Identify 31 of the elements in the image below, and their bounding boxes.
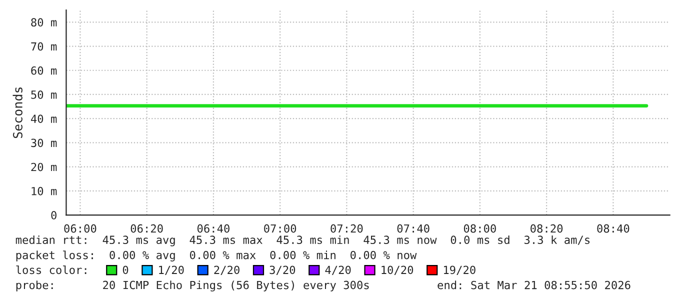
y-tick-label: 40 m (30, 114, 57, 123)
y-tick-label: 20 m (31, 162, 57, 172)
y-tick-label: 60 m (31, 66, 57, 75)
y-tick-label: 50 m (31, 90, 57, 99)
x-tick-label: 06:20 (130, 224, 163, 233)
x-tick-label: 07:40 (397, 224, 430, 233)
x-tick-label: 08:40 (597, 224, 630, 233)
legend-label: 10/20 (382, 266, 414, 275)
legend-label: 2/20 (214, 266, 240, 275)
text: end: Sat Mar 21 08:55:50 2026 (438, 280, 630, 290)
text: median rtt: 45.3 ms avg 45.3 ms max 45.3 ms min 45.3 ms now 0.0 ms sd 3.3 k am/s (16, 235, 590, 246)
y-tick-label: 80 m (31, 18, 57, 27)
y-tick-label: 30 m (31, 138, 57, 148)
text: packet loss: 0.00 % avg 0.00 % max 0.00 % min 0.00 % now (16, 250, 417, 262)
x-tick-label: 08:20 (530, 224, 563, 233)
x-tick-label: 08:00 (464, 224, 496, 233)
x-tick-label: 06:00 (64, 224, 96, 233)
legend-label: 3/20 (270, 266, 296, 275)
y-tick-label: 0 (51, 211, 56, 220)
text: probe: 20 ICMP Echo Pings (56 Bytes) every 300s (16, 280, 369, 292)
legend-label: 4/20 (325, 266, 351, 275)
legend-title: loss color: (16, 265, 86, 274)
x-tick-label: 07:20 (330, 224, 363, 233)
legend-label: 19/20 (444, 266, 476, 275)
legend-label: 1/20 (159, 266, 184, 275)
x-tick-label: 07:00 (264, 224, 296, 233)
legend-label: 0 (122, 266, 128, 274)
y-tick-label: 10 m (32, 186, 57, 196)
y-axis-title: Seconds (12, 87, 22, 138)
x-tick-label: 06:40 (197, 224, 230, 233)
y-tick-label: 70 m (31, 42, 57, 51)
